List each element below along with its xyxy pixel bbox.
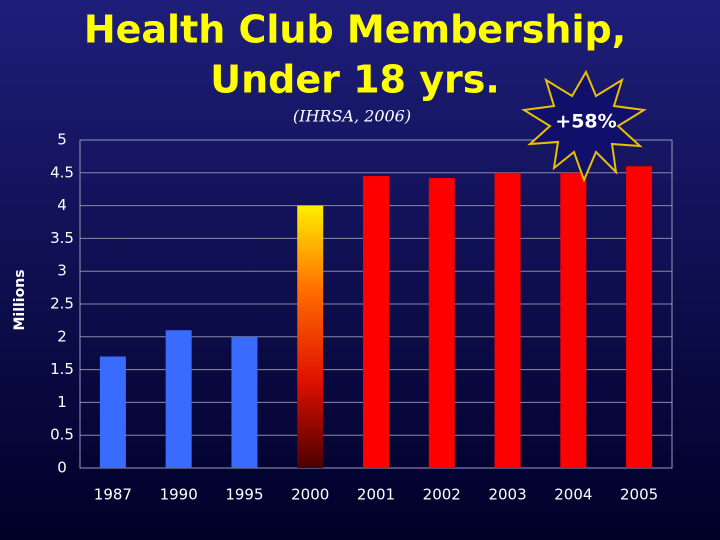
- x-tick-label: 2002: [423, 486, 461, 504]
- bar: [560, 172, 587, 469]
- x-tick-label: 1995: [225, 486, 263, 504]
- x-tick-label: 1990: [160, 486, 198, 504]
- x-tick-label: 1987: [94, 486, 132, 504]
- y-tick-label: 2.5: [50, 295, 74, 313]
- bar: [626, 166, 653, 469]
- y-tick-label: 3: [57, 262, 67, 280]
- x-tick-label: 2003: [488, 486, 526, 504]
- starburst: [521, 69, 647, 183]
- annotation: +58%: [555, 111, 616, 133]
- y-tick-label: 4: [57, 196, 67, 214]
- y-axis-label: Millions: [12, 269, 28, 330]
- y-tick-label: 1: [57, 393, 67, 411]
- bar: [428, 178, 455, 468]
- bar: [165, 330, 192, 468]
- y-tick-label: 3.5: [50, 229, 74, 247]
- x-tick-label: 2005: [620, 486, 658, 504]
- bar: [231, 336, 258, 468]
- y-tick-label: 5: [57, 131, 67, 149]
- bar: [99, 356, 126, 468]
- chart-subtitle: (IHRSA, 2006): [293, 107, 411, 126]
- x-tick-label: 2001: [357, 486, 395, 504]
- y-tick-label: 4.5: [50, 163, 74, 181]
- bar: [363, 176, 389, 468]
- x-tick-label: 2004: [554, 486, 592, 504]
- y-tick-label: 1.5: [50, 360, 74, 378]
- y-tick-label: 0: [57, 459, 67, 477]
- x-tick-label: 2000: [291, 486, 329, 504]
- bar: [494, 172, 521, 469]
- y-tick-label: 2: [57, 327, 67, 345]
- y-tick-label: 0.5: [50, 426, 74, 444]
- bar: [297, 205, 324, 468]
- chart-title: Under 18 yrs.: [210, 58, 500, 102]
- chart-title: Health Club Membership,: [84, 8, 626, 52]
